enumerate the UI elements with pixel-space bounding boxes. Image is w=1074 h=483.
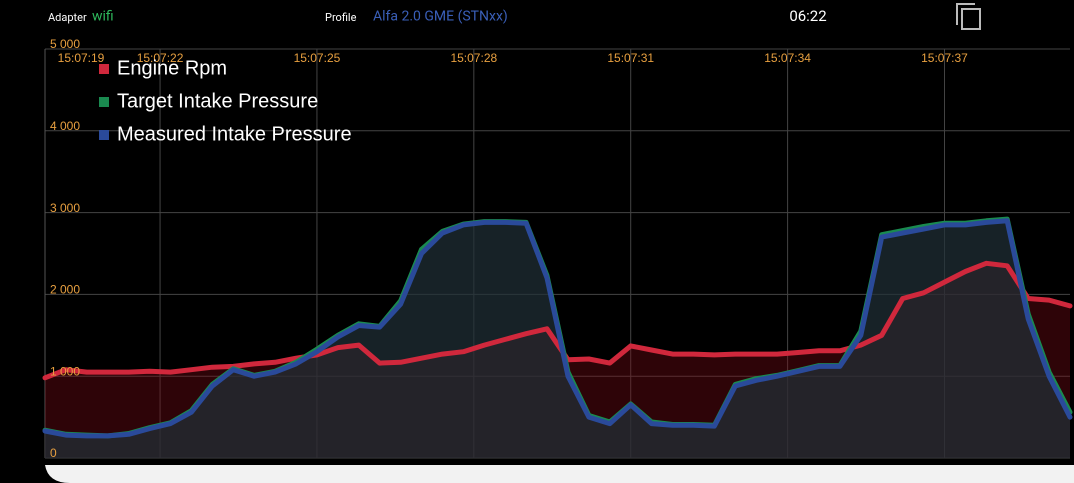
y-tick-label: 0 <box>50 446 57 460</box>
y-tick-label: 2 000 <box>50 283 80 297</box>
series-line <box>42 218 1073 439</box>
adapter-value[interactable]: wifi <box>92 9 114 25</box>
profile-value[interactable]: Alfa 2.0 GME (STNxx) <box>373 9 508 25</box>
series-line <box>42 260 1073 381</box>
legend-label: Measured Intake Pressure <box>117 123 352 145</box>
adapter-label: Adapter <box>48 11 87 24</box>
legend-swatch <box>99 97 109 107</box>
clock: 06:22 <box>789 7 826 25</box>
x-tick-label: 15:07:34 <box>764 51 811 65</box>
series-area <box>45 220 1070 458</box>
profile-label: Profile <box>325 11 357 24</box>
x-tick-label: 15:07:37 <box>921 51 968 65</box>
screen-edge <box>45 465 1074 483</box>
x-tick-label: 15:07:22 <box>137 51 184 65</box>
legend-swatch <box>99 64 109 74</box>
x-tick-label: 15:07:25 <box>294 51 341 65</box>
x-tick-label: 15:07:28 <box>450 51 497 65</box>
x-tick-label: 15:07:19 <box>58 51 105 65</box>
legend-label: Engine Rpm <box>117 57 227 79</box>
copy-icon[interactable] <box>956 3 981 30</box>
x-tick-label: 15:07:31 <box>607 51 654 65</box>
legend-label: Target Intake Pressure <box>117 90 318 112</box>
y-tick-label: 3 000 <box>50 201 80 215</box>
y-tick-label: 4 000 <box>50 119 80 133</box>
y-tick-label: 5 000 <box>50 37 80 51</box>
y-tick-label: 1 000 <box>50 364 80 378</box>
legend-swatch <box>99 130 109 140</box>
